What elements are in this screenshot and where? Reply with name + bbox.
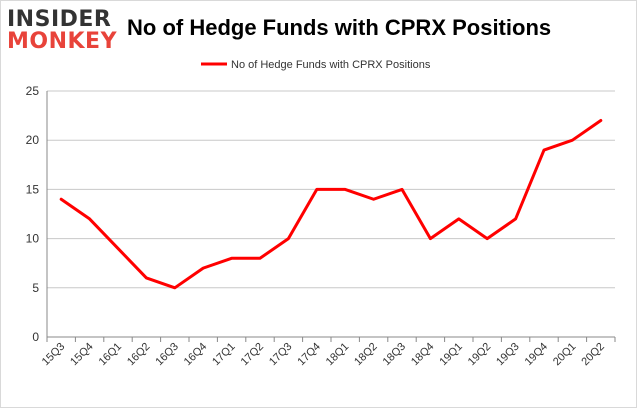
logo-text-insider: INSIDER (7, 7, 112, 32)
x-tick-label: 18Q3 (381, 341, 409, 369)
x-tick-label: 19Q3 (494, 341, 522, 369)
x-tick-label: 16Q3 (153, 341, 181, 369)
x-tick-label: 15Q3 (40, 341, 68, 369)
data-point (173, 286, 176, 289)
x-tick-label: 18Q1 (324, 341, 352, 369)
data-point (486, 237, 489, 240)
series-line (59, 119, 603, 290)
data-point (60, 198, 63, 201)
data-point (287, 237, 290, 240)
insider-monkey-logo: INSIDER MONKEY (7, 9, 119, 55)
data-point (457, 217, 460, 221)
x-tick-label: 17Q3 (267, 341, 295, 369)
data-point (230, 257, 233, 260)
chart-title: No of Hedge Funds with CPRX Positions (127, 15, 552, 40)
legend-label: No of Hedge Funds with CPRX Positions (231, 59, 431, 71)
data-point (542, 148, 546, 152)
data-point (599, 119, 602, 122)
y-tick-label: 15 (26, 182, 40, 196)
x-tick-label: 17Q1 (210, 341, 238, 369)
data-point (145, 276, 148, 280)
x-tick-label: 19Q2 (466, 341, 494, 369)
x-tick-label: 20Q2 (579, 341, 607, 369)
data-point (88, 217, 91, 221)
x-tick-label: 18Q2 (352, 341, 380, 369)
x-tick-label: 19Q1 (437, 341, 465, 369)
x-tick-label: 16Q2 (125, 341, 153, 369)
logo-text-monkey: MONKEY (7, 29, 118, 54)
data-point (400, 188, 404, 191)
x-tick-label: 16Q4 (182, 341, 210, 369)
data-point (429, 237, 432, 240)
x-tick-label: 19Q4 (523, 341, 551, 369)
x-tick-label: 17Q4 (295, 341, 323, 369)
data-point (344, 188, 347, 191)
x-tick-label: 16Q1 (97, 341, 125, 369)
y-tick-label: 25 (26, 84, 40, 98)
data-point (372, 198, 375, 201)
data-point (571, 139, 574, 142)
x-tick-label: 20Q1 (551, 341, 579, 369)
data-point (258, 257, 262, 260)
y-tick-label: 20 (26, 133, 40, 147)
x-tick-label: 15Q4 (68, 341, 96, 369)
y-tick-label: 10 (26, 232, 40, 246)
data-point (315, 188, 318, 191)
data-point (514, 217, 517, 221)
x-tick-label: 17Q2 (239, 341, 267, 369)
data-point (116, 247, 120, 250)
data-point (202, 266, 205, 270)
y-tick-label: 0 (32, 330, 39, 344)
y-tick-label: 5 (32, 281, 39, 295)
x-tick-label: 18Q4 (409, 341, 437, 369)
